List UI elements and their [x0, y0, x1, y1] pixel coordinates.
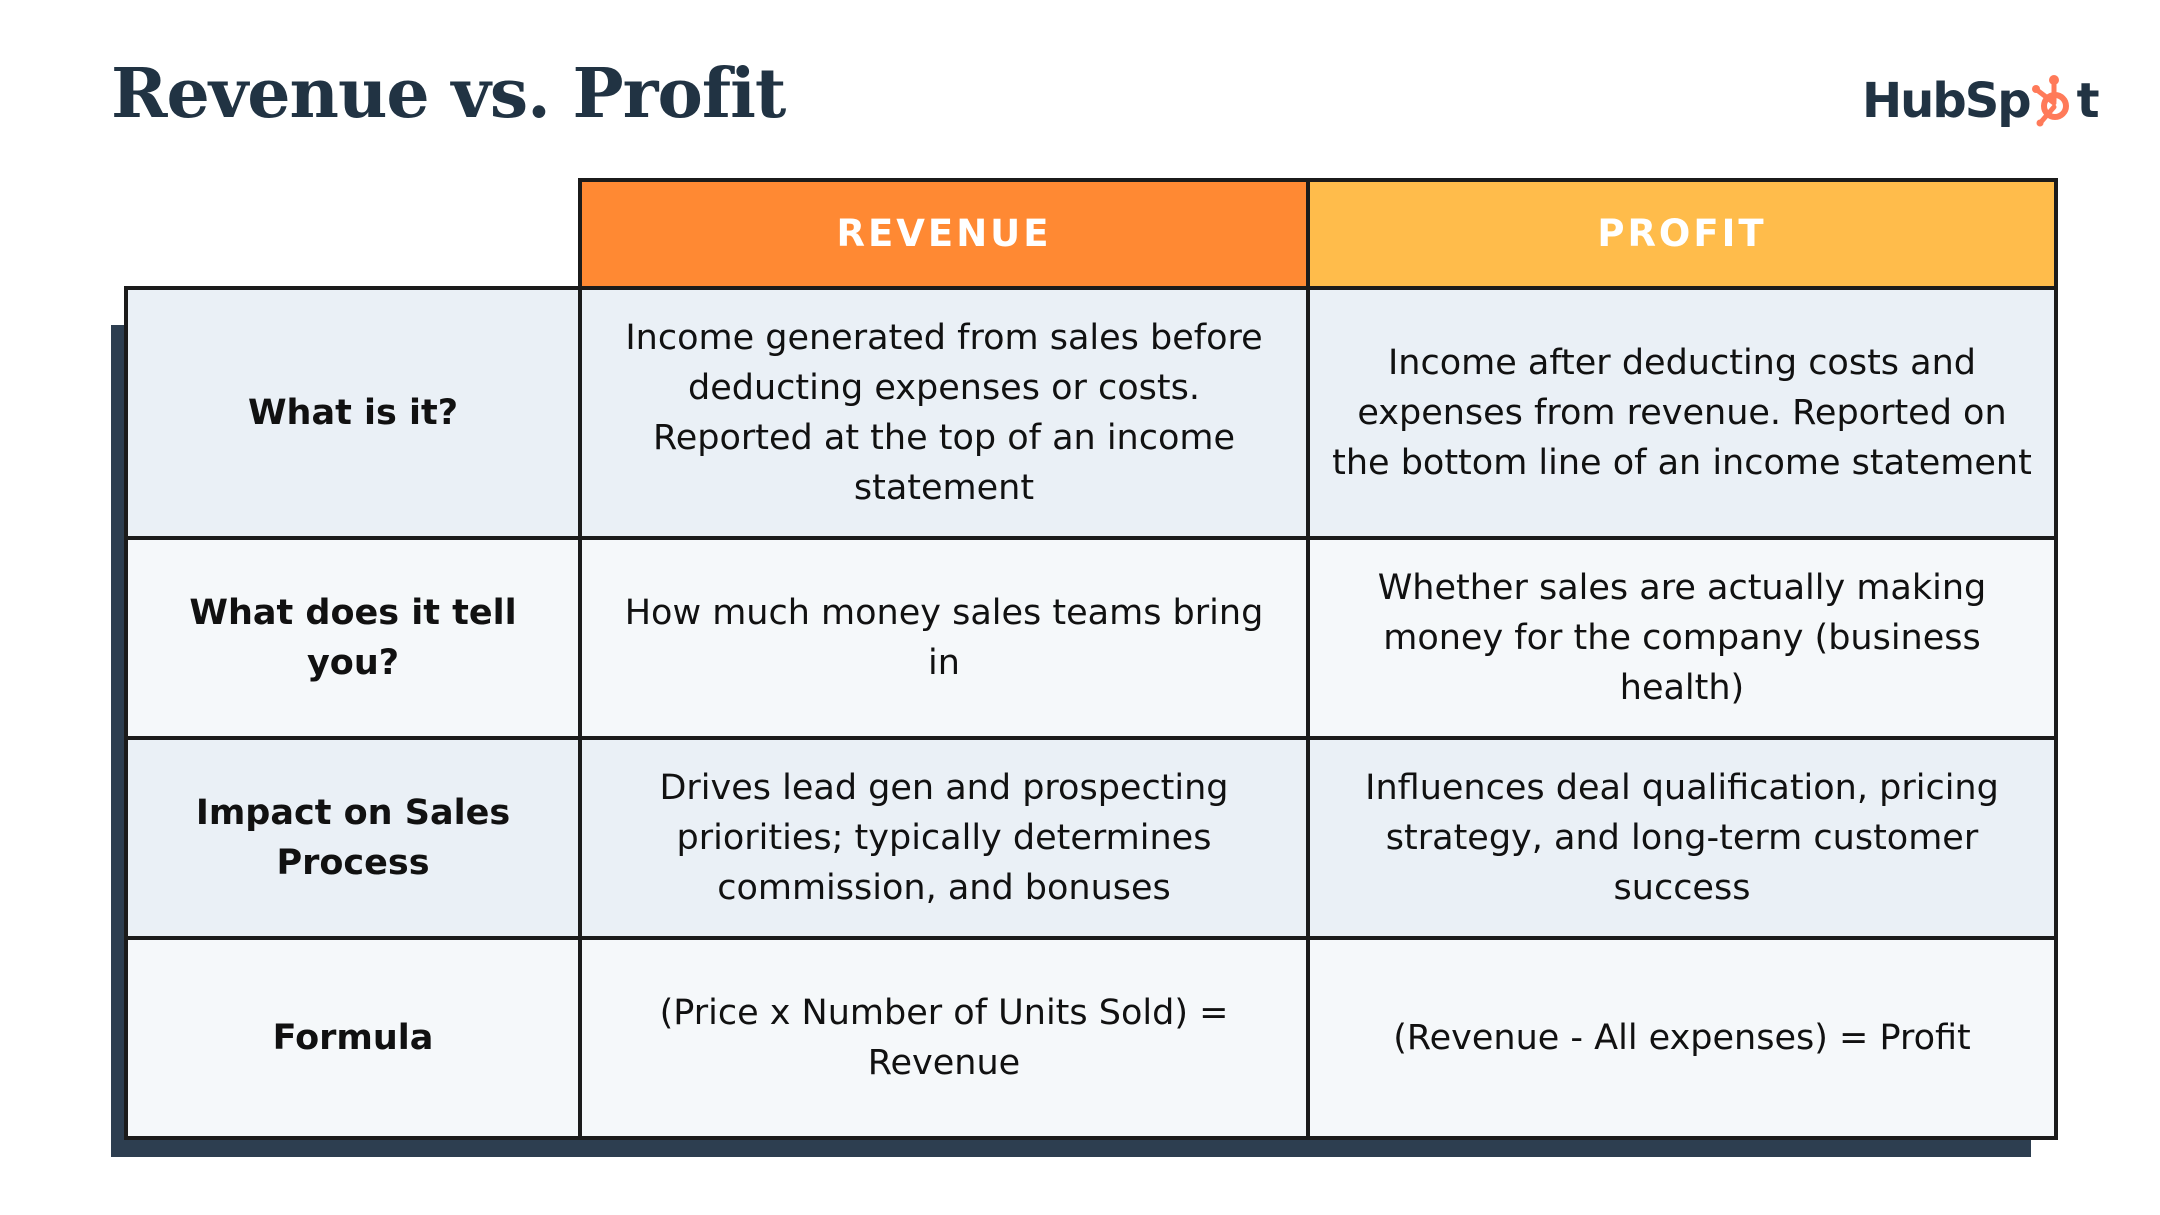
table-header-row: REVENUE PROFIT: [126, 178, 2058, 290]
revenue-cell: Income generated from sales before deduc…: [578, 286, 1310, 540]
sprocket-icon: [2031, 75, 2069, 127]
logo-text-suffix: t: [2076, 73, 2100, 129]
revenue-cell: (Price x Number of Units Sold) = Revenue: [578, 936, 1310, 1140]
table-row: Impact on Sales Process Drives lead gen …: [124, 736, 2058, 940]
profit-cell: Income after deducting costs and expense…: [1306, 286, 2058, 540]
column-header-revenue: REVENUE: [578, 178, 1310, 290]
profit-cell: Influences deal qualification, pricing s…: [1306, 736, 2058, 940]
column-header-profit: PROFIT: [1306, 178, 2058, 290]
row-label: What does it tell you?: [124, 536, 582, 740]
row-label: What is it?: [124, 286, 582, 540]
profit-cell: (Revenue - All expenses) = Profit: [1306, 936, 2058, 1140]
table-row: What is it? Income generated from sales …: [124, 286, 2058, 540]
row-label: Impact on Sales Process: [124, 736, 582, 940]
logo-text-prefix: HubSp: [1862, 73, 2032, 129]
revenue-cell: Drives lead gen and prospecting prioriti…: [578, 736, 1310, 940]
table-corner: [126, 180, 580, 288]
hubspot-logo: HubSp t: [1862, 66, 2100, 136]
page-title: Revenue vs. Profit: [111, 54, 786, 134]
table-row: What does it tell you? How much money sa…: [124, 536, 2058, 740]
row-label: Formula: [124, 936, 582, 1140]
table-row: Formula (Price x Number of Units Sold) =…: [124, 936, 2058, 1140]
revenue-cell: How much money sales teams bring in: [578, 536, 1310, 740]
profit-cell: Whether sales are actually making money …: [1306, 536, 2058, 740]
comparison-table: REVENUE PROFIT What is it? Income genera…: [124, 178, 2058, 1140]
